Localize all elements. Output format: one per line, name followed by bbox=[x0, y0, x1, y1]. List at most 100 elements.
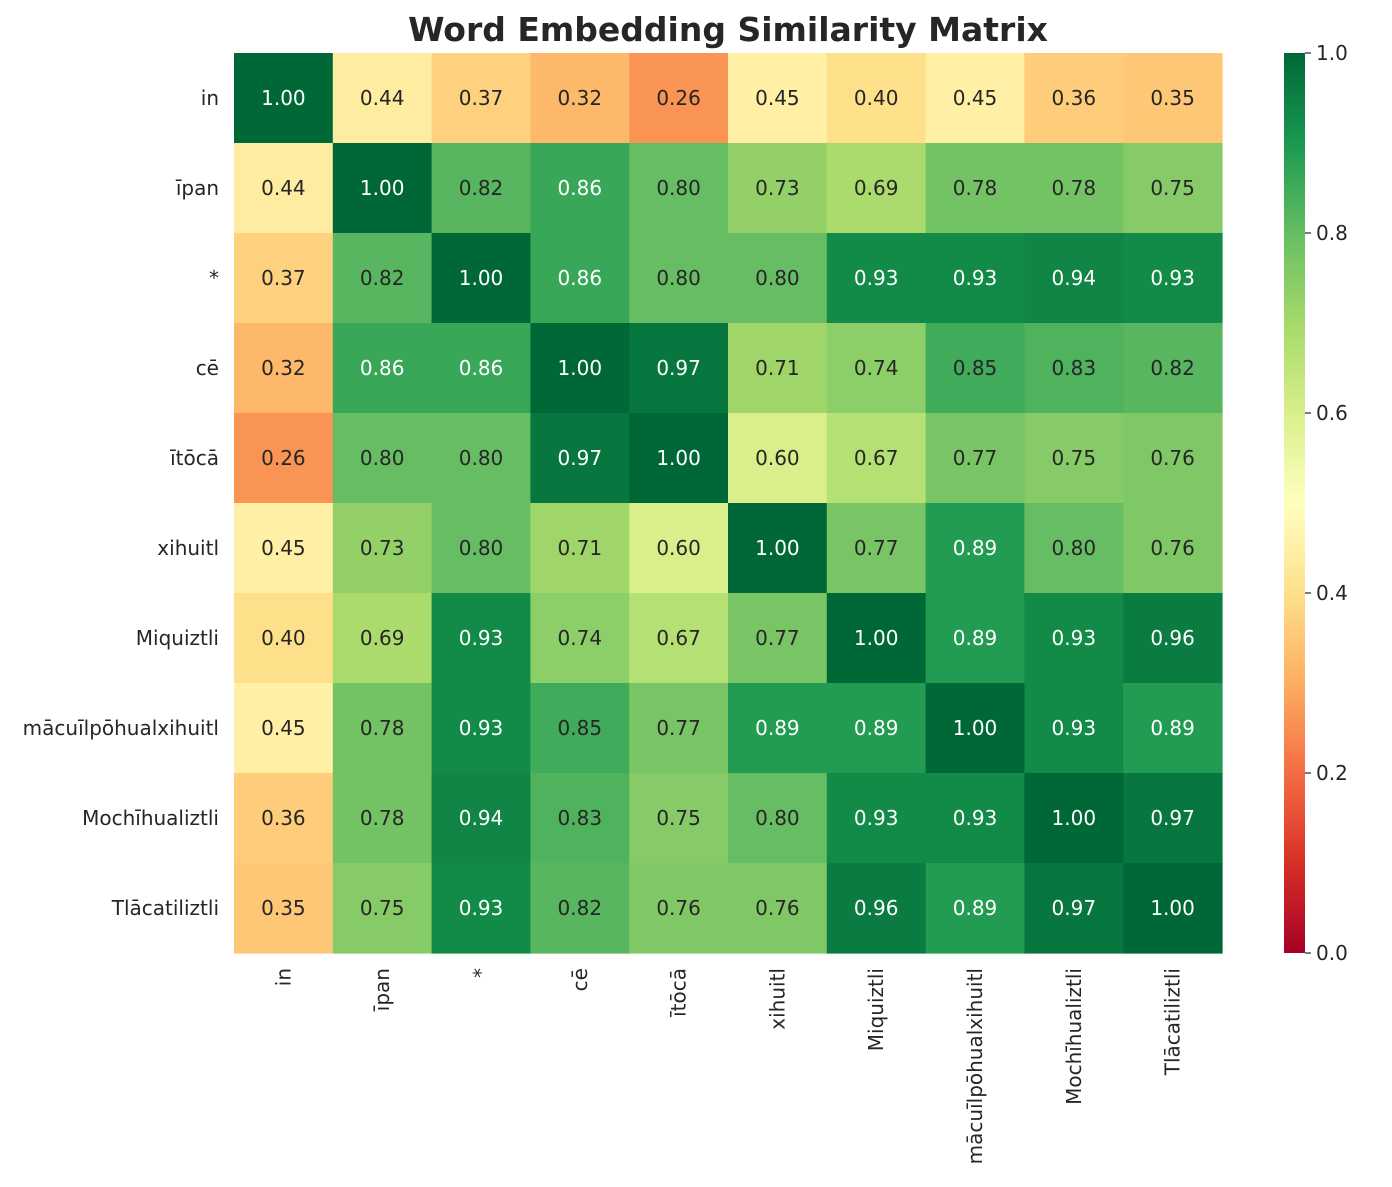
cell-value-label: 0.67 bbox=[854, 446, 899, 470]
heatmap-cell bbox=[826, 233, 927, 324]
heatmap-cell bbox=[1024, 323, 1124, 414]
y-tick-label: īpan bbox=[175, 176, 219, 200]
cell-value-label: 0.89 bbox=[953, 536, 998, 560]
heatmap-cell bbox=[332, 863, 433, 954]
y-tick-label: xihuitl bbox=[157, 536, 219, 560]
heatmap-cell bbox=[234, 683, 334, 774]
cell-value-label: 0.44 bbox=[261, 176, 306, 200]
heatmap-cell bbox=[431, 143, 531, 234]
heatmap-cell bbox=[728, 143, 828, 234]
cell-value-label: 0.75 bbox=[360, 896, 405, 920]
cell-value-label: 0.93 bbox=[1052, 716, 1097, 740]
heatmap-cell bbox=[925, 233, 1025, 324]
y-axis-tick-labels: in īpan * cē ītōcā xihuitl Miquiztli mācuīlpōhu… bbox=[23, 86, 219, 920]
cell-value-label: 0.80 bbox=[459, 446, 504, 470]
cell-value-label: 0.85 bbox=[953, 356, 998, 380]
cell-value-label: 0.93 bbox=[1150, 266, 1195, 290]
heatmap-cell bbox=[826, 503, 927, 594]
cell-value-label: 0.93 bbox=[854, 806, 899, 830]
y-tick-label: in bbox=[201, 86, 219, 110]
heatmap-cell bbox=[234, 863, 334, 954]
heatmap-cell bbox=[629, 143, 729, 234]
cell-value-label: 1.00 bbox=[854, 626, 899, 650]
heatmap-cell bbox=[530, 683, 630, 774]
heatmap-cell bbox=[629, 593, 729, 684]
heatmap-cell bbox=[629, 503, 729, 594]
heatmap-cell bbox=[1123, 413, 1223, 504]
heatmap-cell bbox=[431, 323, 531, 414]
heatmap-cell bbox=[1024, 863, 1124, 954]
heatmap-cell bbox=[1024, 503, 1124, 594]
heatmap-cell bbox=[1024, 683, 1124, 774]
y-tick-label: Tlācatiliztli bbox=[111, 896, 219, 920]
heatmap-cell bbox=[925, 143, 1025, 234]
cell-value-label: 0.69 bbox=[854, 176, 899, 200]
heatmap-cell bbox=[530, 503, 630, 594]
cell-value-label: 0.96 bbox=[854, 896, 899, 920]
cell-value-label: 0.71 bbox=[558, 536, 603, 560]
heatmap-cell bbox=[629, 863, 729, 954]
heatmap-cell bbox=[332, 323, 433, 414]
colorbar-tick-label: 0.8 bbox=[1316, 221, 1348, 245]
cell-value-label: 0.35 bbox=[1150, 86, 1195, 110]
x-tick-label: mācuīlpōhualxihuitl bbox=[963, 968, 987, 1164]
cell-value-label: 0.82 bbox=[558, 896, 603, 920]
cell-value-label: 0.96 bbox=[1150, 626, 1195, 650]
cell-value-label: 0.82 bbox=[360, 266, 405, 290]
colorbar-tick-label: 0.0 bbox=[1316, 941, 1348, 965]
cell-value-label: 1.00 bbox=[1150, 896, 1195, 920]
cell-value-label: 0.93 bbox=[1052, 626, 1097, 650]
x-axis-tick-labels: in īpan * cē ītōcā xihuitl Miquiztli mācuīlpōhu… bbox=[271, 968, 1184, 1164]
heatmap-cell bbox=[1123, 53, 1223, 144]
heatmap-cell bbox=[728, 53, 828, 144]
heatmap-cell bbox=[826, 323, 927, 414]
heatmap-cell bbox=[1123, 863, 1223, 954]
heatmap-cell bbox=[925, 53, 1025, 144]
cell-value-label: 0.83 bbox=[558, 806, 603, 830]
colorbar-tick-label: 0.6 bbox=[1316, 401, 1348, 425]
heatmap-cell bbox=[1123, 323, 1223, 414]
heatmap-cell bbox=[1123, 503, 1223, 594]
cell-value-label: 0.93 bbox=[854, 266, 899, 290]
colorbar-tick-label: 1.0 bbox=[1316, 41, 1348, 65]
cell-value-label: 0.80 bbox=[755, 266, 800, 290]
cell-value-label: 0.32 bbox=[261, 356, 306, 380]
heatmap-cell bbox=[826, 593, 927, 684]
y-tick-label: ītōcā bbox=[169, 446, 219, 470]
heatmap-cell bbox=[728, 593, 828, 684]
heatmap-cell bbox=[925, 773, 1025, 864]
x-tick-label: * bbox=[469, 968, 493, 978]
heatmap-cell bbox=[728, 233, 828, 324]
cell-value-label: 0.80 bbox=[459, 536, 504, 560]
heatmap-cell bbox=[234, 773, 334, 864]
cell-value-label: 1.00 bbox=[360, 176, 405, 200]
cell-value-label: 0.75 bbox=[1052, 446, 1097, 470]
y-tick-label: * bbox=[209, 266, 219, 290]
heatmap-cell bbox=[1024, 593, 1124, 684]
heatmap-cell bbox=[826, 53, 927, 144]
heatmap-cell bbox=[234, 323, 334, 414]
cell-value-label: 0.86 bbox=[558, 176, 603, 200]
heatmap-cell bbox=[530, 863, 630, 954]
cell-value-label: 0.78 bbox=[360, 806, 405, 830]
cell-value-label: 0.26 bbox=[261, 446, 306, 470]
cell-value-label: 0.40 bbox=[854, 86, 899, 110]
cell-value-label: 0.44 bbox=[360, 86, 405, 110]
cell-value-label: 0.80 bbox=[656, 176, 701, 200]
heatmap-cell bbox=[826, 683, 927, 774]
cell-value-label: 0.77 bbox=[953, 446, 998, 470]
cell-value-label: 0.80 bbox=[755, 806, 800, 830]
cell-value-label: 0.89 bbox=[953, 626, 998, 650]
heatmap-cell bbox=[728, 863, 828, 954]
heatmap-cell bbox=[1024, 413, 1124, 504]
cell-value-label: 0.45 bbox=[953, 86, 998, 110]
cell-value-label: 0.80 bbox=[656, 266, 701, 290]
heatmap-cell bbox=[332, 233, 433, 324]
colorbar: 0.0 0.2 0.4 0.6 0.8 1.0 bbox=[1284, 41, 1348, 965]
cell-value-label: 0.78 bbox=[360, 716, 405, 740]
cell-value-label: 0.83 bbox=[1052, 356, 1097, 380]
heatmap-cell bbox=[332, 773, 433, 864]
cell-value-label: 0.93 bbox=[953, 266, 998, 290]
cell-value-label: 0.74 bbox=[558, 626, 603, 650]
cell-value-label: 0.35 bbox=[261, 896, 306, 920]
